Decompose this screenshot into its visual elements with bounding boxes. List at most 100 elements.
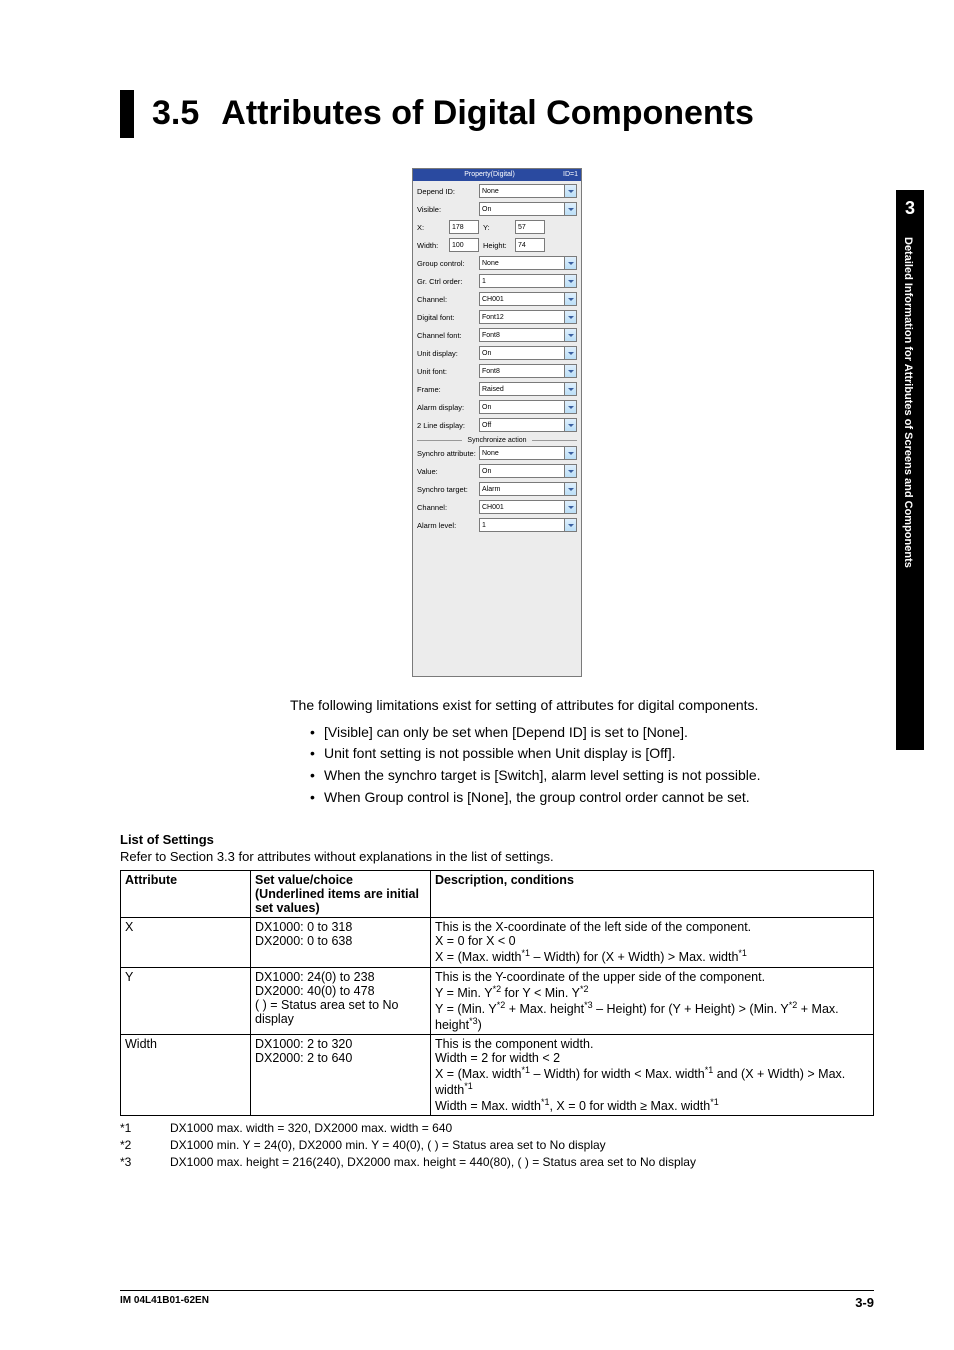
heading-title: Attributes of Digital Components bbox=[221, 90, 754, 138]
cell-attribute: Y bbox=[121, 967, 251, 1034]
cell-setvalue: DX1000: 0 to 318DX2000: 0 to 638 bbox=[251, 918, 431, 967]
cell-description: This is the component width.Width = 2 fo… bbox=[431, 1034, 874, 1115]
synchro-attribute-label: Synchro attribute: bbox=[417, 449, 479, 458]
two-line-label: 2 Line display: bbox=[417, 421, 479, 430]
panel-id-text: ID=1 bbox=[563, 171, 578, 178]
table-row: XDX1000: 0 to 318DX2000: 0 to 638This is… bbox=[121, 918, 874, 967]
chevron-down-icon bbox=[564, 329, 576, 341]
limitation-item: When Group control is [None], the group … bbox=[310, 787, 874, 809]
table-row: WidthDX1000: 2 to 320DX2000: 2 to 640Thi… bbox=[121, 1034, 874, 1115]
visible-label: Visible: bbox=[417, 205, 479, 214]
chevron-down-icon bbox=[564, 293, 576, 305]
alarm-level-select[interactable]: 1 bbox=[479, 518, 577, 532]
cell-attribute: Width bbox=[121, 1034, 251, 1115]
chevron-down-icon bbox=[564, 185, 576, 197]
width-input[interactable]: 100 bbox=[449, 238, 479, 252]
col-attribute: Attribute bbox=[121, 871, 251, 918]
alarm-level-label: Alarm level: bbox=[417, 521, 479, 530]
cell-setvalue: DX1000: 2 to 320DX2000: 2 to 640 bbox=[251, 1034, 431, 1115]
y-label: Y: bbox=[483, 223, 511, 232]
frame-label: Frame: bbox=[417, 385, 479, 394]
chevron-down-icon bbox=[564, 347, 576, 359]
chevron-down-icon bbox=[564, 383, 576, 395]
footnote-text: DX1000 min. Y = 24(0), DX2000 min. Y = 4… bbox=[170, 1137, 606, 1154]
col-setvalue: Set value/choice(Underlined items are in… bbox=[251, 871, 431, 918]
height-label: Height: bbox=[483, 241, 511, 250]
visible-select[interactable]: On bbox=[479, 202, 577, 216]
table-row: YDX1000: 24(0) to 238DX2000: 40(0) to 47… bbox=[121, 967, 874, 1034]
chevron-down-icon bbox=[564, 365, 576, 377]
digital-font-label: Digital font: bbox=[417, 313, 479, 322]
value-label: Value: bbox=[417, 467, 479, 476]
panel-title-text: Property(Digital) bbox=[464, 171, 515, 178]
synchro-target-label: Synchro target: bbox=[417, 485, 479, 494]
chapter-side-tab: 3 Detailed Information for Attributes of… bbox=[896, 190, 924, 750]
group-control-select[interactable]: None bbox=[479, 256, 577, 270]
footer-doc-id: IM 04L41B01-62EN bbox=[120, 1295, 209, 1310]
unit-font-select[interactable]: Font8 bbox=[479, 364, 577, 378]
chevron-down-icon bbox=[564, 501, 576, 513]
gr-ctrl-order-select[interactable]: 1 bbox=[479, 274, 577, 288]
chapter-label: Detailed Information for Attributes of S… bbox=[896, 233, 920, 733]
settings-table: Attribute Set value/choice(Underlined it… bbox=[120, 870, 874, 1116]
footnote-mark: *3 bbox=[120, 1154, 170, 1171]
list-of-settings-note: Refer to Section 3.3 for attributes with… bbox=[120, 849, 874, 864]
synchro-attribute-select[interactable]: None bbox=[479, 446, 577, 460]
page-footer: IM 04L41B01-62EN 3-9 bbox=[120, 1290, 874, 1310]
chevron-down-icon bbox=[564, 203, 576, 215]
unit-font-label: Unit font: bbox=[417, 367, 479, 376]
cell-description: This is the X-coordinate of the left sid… bbox=[431, 918, 874, 967]
channel-label: Channel: bbox=[417, 295, 479, 304]
width-label: Width: bbox=[417, 241, 445, 250]
footnote-mark: *2 bbox=[120, 1137, 170, 1154]
limitation-item: Unit font setting is not possible when U… bbox=[310, 743, 874, 765]
unit-display-select[interactable]: On bbox=[479, 346, 577, 360]
sync-section-label: Synchronize action bbox=[417, 437, 577, 444]
heading-number: 3.5 bbox=[152, 90, 199, 138]
two-line-select[interactable]: Off bbox=[479, 418, 577, 432]
footnotes: *1DX1000 max. width = 320, DX2000 max. w… bbox=[120, 1120, 874, 1170]
depend-id-select[interactable]: None bbox=[479, 184, 577, 198]
x-input[interactable]: 178 bbox=[449, 220, 479, 234]
alarm-display-select[interactable]: On bbox=[479, 400, 577, 414]
cell-description: This is the Y-coordinate of the upper si… bbox=[431, 967, 874, 1034]
section-heading: 3.5 Attributes of Digital Components bbox=[120, 90, 874, 138]
chevron-down-icon bbox=[564, 311, 576, 323]
y-input[interactable]: 57 bbox=[515, 220, 545, 234]
cell-attribute: X bbox=[121, 918, 251, 967]
synchro-target-select[interactable]: Alarm bbox=[479, 482, 577, 496]
intro-text: The following limitations exist for sett… bbox=[290, 695, 874, 716]
property-panel: Property(Digital) ID=1 Depend ID:None Vi… bbox=[412, 168, 582, 677]
chevron-down-icon bbox=[564, 483, 576, 495]
x-label: X: bbox=[417, 223, 445, 232]
footer-page-number: 3-9 bbox=[855, 1295, 874, 1310]
footnote-text: DX1000 max. height = 216(240), DX2000 ma… bbox=[170, 1154, 696, 1171]
channel-font-select[interactable]: Font8 bbox=[479, 328, 577, 342]
footnote-text: DX1000 max. width = 320, DX2000 max. wid… bbox=[170, 1120, 452, 1137]
digital-font-select[interactable]: Font12 bbox=[479, 310, 577, 324]
alarm-display-label: Alarm display: bbox=[417, 403, 479, 412]
limitation-item: [Visible] can only be set when [Depend I… bbox=[310, 722, 874, 744]
frame-select[interactable]: Raised bbox=[479, 382, 577, 396]
chevron-down-icon bbox=[564, 447, 576, 459]
chapter-number: 3 bbox=[896, 190, 924, 233]
chevron-down-icon bbox=[564, 465, 576, 477]
chevron-down-icon bbox=[564, 519, 576, 531]
col-description: Description, conditions bbox=[431, 871, 874, 918]
heading-accent-bar bbox=[120, 90, 134, 138]
chevron-down-icon bbox=[564, 419, 576, 431]
group-control-label: Group control: bbox=[417, 259, 479, 268]
value-select[interactable]: On bbox=[479, 464, 577, 478]
height-input[interactable]: 74 bbox=[515, 238, 545, 252]
cell-setvalue: DX1000: 24(0) to 238DX2000: 40(0) to 478… bbox=[251, 967, 431, 1034]
channel-select[interactable]: CH001 bbox=[479, 292, 577, 306]
channel2-select[interactable]: CH001 bbox=[479, 500, 577, 514]
depend-id-label: Depend ID: bbox=[417, 187, 479, 196]
chevron-down-icon bbox=[564, 401, 576, 413]
channel2-label: Channel: bbox=[417, 503, 479, 512]
limitations-list: [Visible] can only be set when [Depend I… bbox=[310, 722, 874, 809]
chevron-down-icon bbox=[564, 275, 576, 287]
channel-font-label: Channel font: bbox=[417, 331, 479, 340]
panel-titlebar: Property(Digital) ID=1 bbox=[413, 169, 581, 181]
unit-display-label: Unit display: bbox=[417, 349, 479, 358]
